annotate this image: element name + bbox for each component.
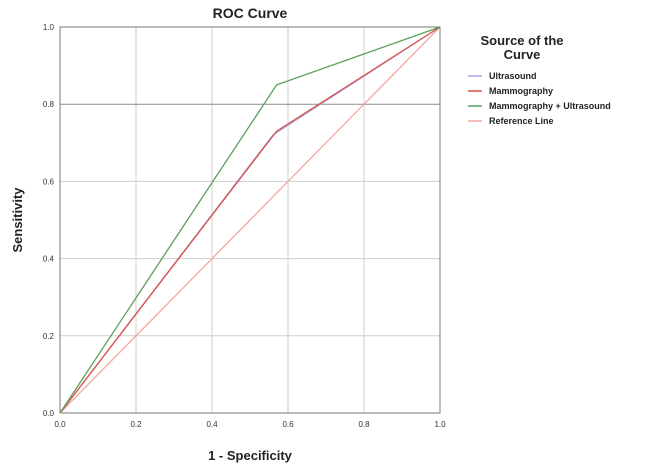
y-tick-label: 1.0	[43, 23, 55, 32]
y-axis-label: Sensitivity	[10, 187, 25, 253]
series-line-reference-line	[59, 26, 441, 414]
chart-title: ROC Curve	[213, 5, 288, 21]
gridlines	[60, 27, 440, 413]
x-tick-label: 0.6	[282, 420, 294, 429]
y-tick-label: 0.4	[43, 255, 55, 264]
y-tick-label: 0.2	[43, 332, 55, 341]
series-line-mammography	[59, 26, 441, 414]
legend-label: Ultrasound	[489, 71, 537, 81]
y-axis-ticks: 0.0 0.2 0.4 0.6 0.8 1.0	[43, 23, 55, 418]
legend-items: Ultrasound Mammography Mammography + Ultra…	[468, 71, 611, 126]
series-lines	[59, 26, 441, 414]
x-tick-label: 0.4	[206, 420, 218, 429]
x-axis-ticks: 0.0 0.2 0.4 0.6 0.8 1.0	[54, 420, 446, 429]
y-tick-label: 0.8	[43, 100, 55, 109]
legend-label: Reference Line	[489, 116, 554, 126]
x-tick-label: 0.2	[130, 420, 142, 429]
legend-title-line-2: Curve	[504, 47, 541, 62]
legend-label: Mammography	[489, 86, 553, 96]
plot-frame	[59, 26, 441, 414]
x-tick-label: 1.0	[434, 420, 446, 429]
legend-label: Mammography + Ultrasound	[489, 101, 611, 111]
x-tick-label: 0.0	[54, 420, 66, 429]
series-line-mammography-ultrasound	[59, 26, 441, 414]
legend-title-line-1: Source of the	[480, 33, 563, 48]
legend: Source of the Curve Ultrasound Mammograph…	[468, 33, 611, 126]
x-axis-label: 1 - Specificity	[208, 448, 293, 463]
y-tick-label: 0.6	[43, 177, 55, 186]
y-tick-label: 0.0	[43, 409, 55, 418]
x-tick-label: 0.8	[358, 420, 370, 429]
